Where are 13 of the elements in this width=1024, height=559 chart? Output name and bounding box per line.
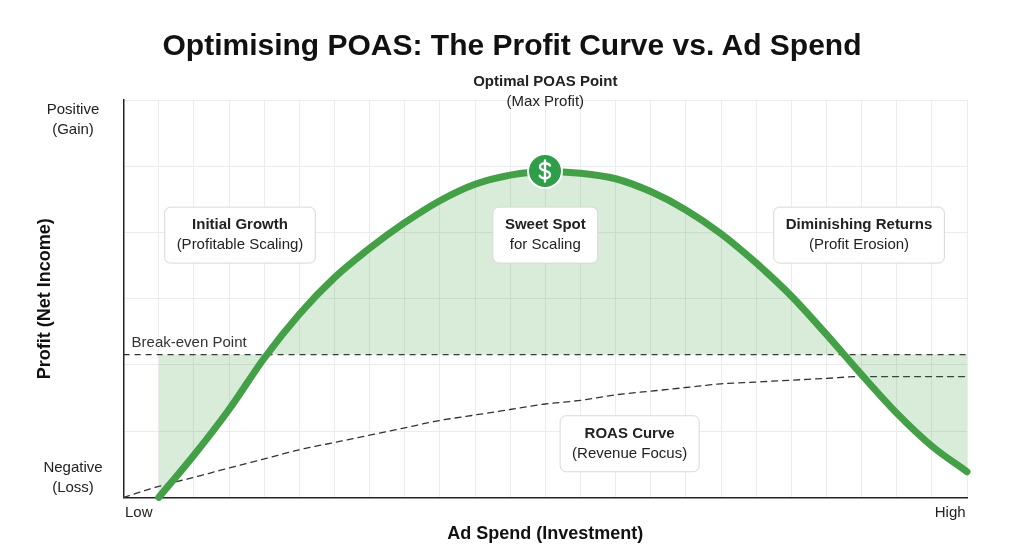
text: High [934, 503, 966, 521]
text: Positive (Gain) [46, 100, 100, 138]
text: Optimal POAS Point (Max Profit) [473, 72, 618, 110]
annotation: Initial Growth (Profitable Scaling) [176, 215, 304, 253]
text: Low [125, 503, 153, 521]
annotation: Diminishing Returns (Profit Erosion) [785, 215, 933, 253]
annotation: Sweet Spot for Scaling [504, 215, 586, 253]
ref-line-label: Break-even Point [131, 333, 248, 351]
annotation: ROAS Curve (Revenue Focus) [572, 423, 688, 461]
chart-title: Optimising POAS: The Profit Curve vs. Ad Spend [161, 28, 863, 62]
text: Negative (Loss) [43, 457, 103, 495]
x-axis-title: Ad Spend (Investment) [447, 523, 644, 544]
y-axis-title: Profit (Net Income) [33, 218, 54, 380]
